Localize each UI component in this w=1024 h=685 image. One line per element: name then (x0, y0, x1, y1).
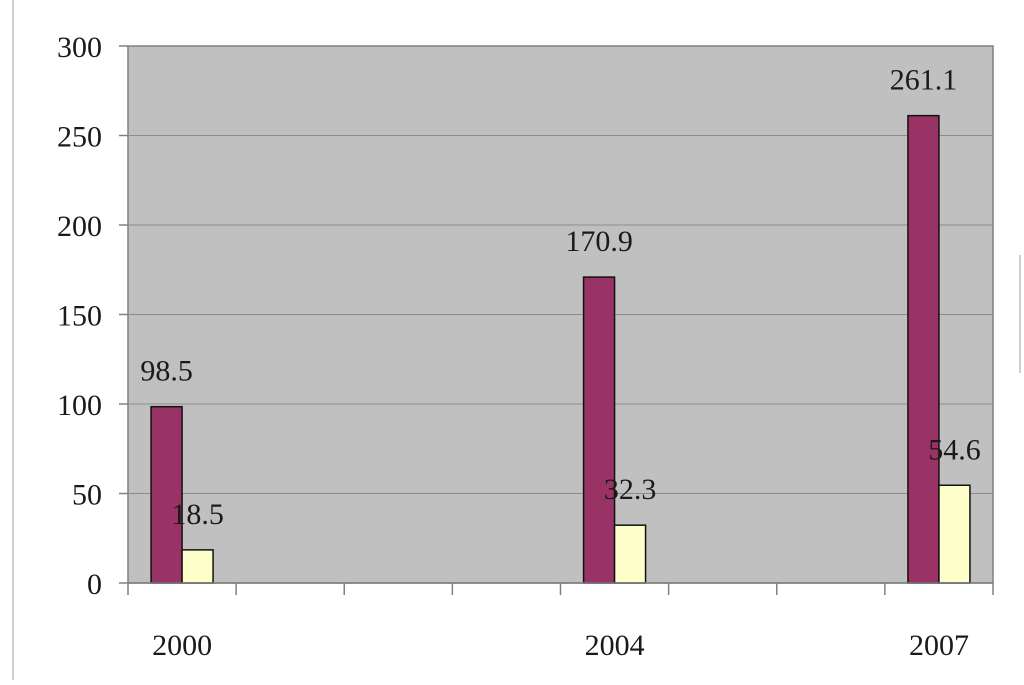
data-label: 32.3 (604, 473, 657, 506)
bar (582, 276, 616, 584)
y-axis: 0 50 100 150 200 250 300 (57, 31, 128, 601)
frame-left-edge (12, 0, 14, 680)
x-tick-label: 2000 (152, 629, 212, 662)
bar (938, 484, 971, 584)
bars (150, 114, 971, 584)
data-labels: 98.5 18.5 170.9 32.3 261.1 54.6 (140, 64, 980, 531)
data-label: 98.5 (140, 355, 193, 388)
frame-right-marker (1019, 255, 1021, 373)
y-tick-label: 250 (57, 121, 102, 154)
bar (150, 405, 183, 584)
data-label: 261.1 (890, 64, 958, 97)
y-tick-label: 300 (57, 31, 102, 64)
y-tick-label: 150 (57, 300, 102, 333)
data-label: 18.5 (171, 498, 224, 531)
y-tick-label: 100 (57, 389, 102, 422)
y-tick-label: 200 (57, 210, 102, 243)
x-tick-label: 2004 (585, 629, 645, 662)
x-axis: 2000 2004 2007 (127, 582, 994, 662)
y-tick-label: 0 (87, 568, 102, 601)
gridlines (128, 135, 993, 494)
data-label: 54.6 (928, 433, 981, 466)
data-label: 170.9 (565, 225, 633, 258)
bar (613, 524, 647, 584)
bar (181, 549, 214, 584)
x-tick-label: 2007 (909, 629, 969, 662)
bar (907, 114, 940, 584)
y-tick-label: 50 (72, 479, 102, 512)
